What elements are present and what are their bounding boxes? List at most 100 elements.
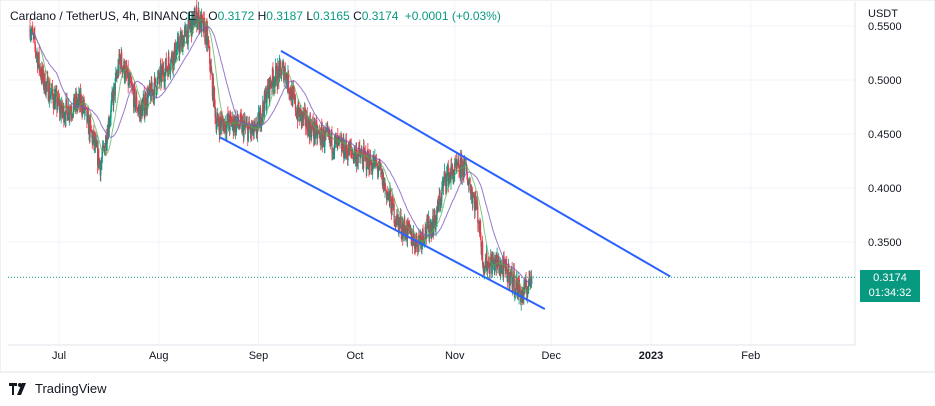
candle-body — [100, 163, 102, 168]
candle-body — [188, 19, 190, 26]
candle-body — [413, 240, 416, 249]
candle-body — [208, 46, 210, 48]
candle-body — [145, 110, 148, 112]
candle-body — [177, 37, 180, 50]
candle-body — [320, 126, 322, 145]
candle-body — [400, 215, 402, 233]
candle-body — [396, 214, 398, 226]
candle-body — [309, 119, 312, 132]
candle-body — [379, 163, 381, 169]
candle-body — [124, 67, 127, 80]
candle-body — [151, 80, 153, 93]
candle-body — [266, 85, 268, 102]
candle-body — [176, 38, 179, 50]
candle-body — [371, 162, 373, 171]
candle-body — [230, 116, 232, 120]
candle-body — [398, 218, 401, 225]
candle-body — [110, 98, 113, 106]
candle-body — [480, 238, 482, 247]
candle-body — [467, 179, 469, 185]
candle-body — [51, 85, 54, 95]
candle-body — [265, 101, 268, 110]
candle-body — [136, 109, 138, 111]
candle-body — [464, 158, 467, 160]
high-label: H — [257, 9, 267, 23]
candle-body — [351, 150, 353, 154]
candle-body — [498, 259, 500, 274]
candle-body — [140, 101, 142, 122]
tradingview-icon — [9, 382, 26, 395]
tradingview-logo[interactable]: TradingView — [9, 381, 107, 396]
candle-body — [105, 136, 107, 149]
candle-body — [305, 126, 307, 128]
candle-body — [38, 52, 40, 68]
candle-body — [254, 125, 256, 127]
candle-body — [174, 42, 176, 61]
candle-body — [136, 96, 138, 110]
candle-body — [251, 128, 253, 133]
candle-body — [269, 77, 271, 85]
y-tick-label: 0.5500 — [868, 21, 902, 33]
candle-body — [72, 102, 75, 115]
candle-body — [239, 114, 241, 127]
candle-body — [216, 118, 218, 127]
candle-body — [113, 86, 115, 106]
candle-body — [215, 115, 217, 130]
candle-body — [110, 105, 112, 119]
y-tick-label: 0.4500 — [868, 129, 902, 141]
candle-body — [299, 108, 301, 122]
candle-body — [95, 139, 97, 141]
candle-body — [250, 124, 253, 133]
candle-body — [413, 233, 415, 241]
candle-body — [434, 209, 436, 221]
candle-body — [331, 131, 333, 153]
candle-body — [345, 140, 348, 152]
channel-upper-line[interactable] — [280, 49, 671, 278]
candle-body — [240, 114, 242, 117]
candle-body — [196, 21, 198, 28]
candle-body — [269, 77, 271, 99]
candle-body — [189, 24, 191, 29]
candle-body — [461, 165, 463, 178]
candle-body — [89, 119, 91, 138]
candle-body — [278, 61, 280, 81]
candle-body — [57, 96, 60, 104]
candle-body — [304, 109, 306, 111]
channel-lower-line[interactable] — [219, 136, 546, 310]
candle-body — [319, 131, 321, 133]
candle-body — [61, 100, 63, 114]
candle-body — [220, 118, 223, 128]
candle-body — [354, 153, 357, 160]
candle-body — [339, 139, 342, 141]
candle-body — [380, 168, 382, 173]
candle-body — [155, 86, 157, 95]
candle-body — [85, 106, 87, 108]
candle-body — [80, 96, 83, 109]
open-label: O — [208, 9, 218, 23]
candle-body — [329, 131, 331, 142]
candle-body — [274, 78, 276, 87]
candle-body — [359, 148, 361, 156]
candle-body — [157, 76, 159, 80]
candle-body — [292, 88, 294, 91]
candle-body — [379, 160, 381, 164]
candle-body — [440, 200, 442, 206]
candle-body — [469, 183, 471, 193]
chart-frame — [0, 0, 935, 373]
candle-body — [447, 165, 449, 187]
candle-body — [531, 277, 533, 279]
candle-body — [176, 49, 178, 51]
candle-body — [507, 272, 509, 283]
candle-body — [428, 216, 430, 238]
candle-body — [358, 146, 360, 155]
open-value: 0.3172 — [217, 9, 255, 23]
candle-body — [154, 78, 157, 87]
candle-body — [418, 235, 420, 237]
candle-body — [130, 76, 132, 83]
candle-body — [396, 214, 398, 216]
candle-body — [463, 175, 465, 176]
candle-body — [47, 78, 49, 101]
candle-body — [91, 131, 93, 134]
candle-body — [213, 88, 216, 101]
